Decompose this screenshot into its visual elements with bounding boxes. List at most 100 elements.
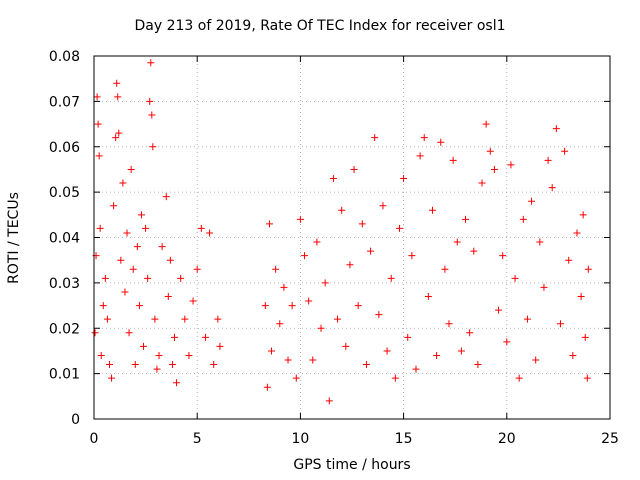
data-point	[147, 59, 155, 67]
data-point	[142, 224, 150, 232]
data-point	[91, 329, 99, 337]
data-points	[91, 59, 592, 405]
x-tick-label: 0	[90, 431, 99, 447]
data-point	[441, 265, 449, 273]
data-point	[573, 229, 581, 237]
data-point	[453, 238, 461, 246]
x-tick-labels: 0 5 10 15 20 25	[90, 431, 619, 447]
data-point	[317, 324, 325, 332]
data-point	[129, 265, 137, 273]
data-point	[362, 361, 370, 369]
y-tick-label: 0.08	[49, 49, 80, 65]
data-point	[103, 315, 111, 323]
y-tick-label: 0.06	[49, 140, 80, 156]
data-point	[305, 297, 313, 305]
data-point	[197, 224, 205, 232]
y-tick-labels: 0 0.01 0.02 0.03 0.04 0.05 0.06 0.07 0.08	[49, 49, 80, 428]
data-point	[140, 342, 148, 350]
axis-ticks	[93, 55, 611, 420]
y-tick-label: 0	[71, 412, 80, 428]
data-point	[428, 206, 436, 214]
data-point	[354, 302, 362, 310]
data-point	[95, 152, 103, 160]
data-point	[556, 320, 564, 328]
x-tick-label: 10	[291, 431, 309, 447]
data-point	[108, 374, 116, 382]
data-point	[284, 356, 292, 364]
data-point	[490, 165, 498, 173]
data-point	[210, 361, 218, 369]
data-point	[99, 302, 107, 310]
data-point	[581, 333, 589, 341]
data-point	[371, 134, 379, 142]
y-tick-label: 0.02	[49, 321, 80, 337]
data-point	[137, 211, 145, 219]
data-point	[105, 361, 113, 369]
data-point	[486, 147, 494, 155]
data-point	[164, 292, 172, 300]
data-point	[552, 125, 560, 133]
data-point	[478, 179, 486, 187]
data-point	[168, 361, 176, 369]
data-point	[445, 320, 453, 328]
chart-title: Day 213 of 2019, Rate Of TEC Index for r…	[134, 18, 506, 34]
data-point	[155, 351, 163, 359]
data-point	[162, 193, 170, 201]
y-tick-label: 0.04	[49, 231, 80, 247]
data-point	[149, 143, 157, 151]
data-point	[113, 79, 121, 87]
x-tick-label: 20	[498, 431, 516, 447]
data-point	[437, 138, 445, 146]
data-point	[532, 356, 540, 364]
data-point	[523, 315, 531, 323]
data-point	[135, 302, 143, 310]
data-point	[110, 202, 118, 210]
data-point	[395, 224, 403, 232]
data-point	[96, 224, 104, 232]
data-point	[93, 93, 101, 101]
data-point	[309, 356, 317, 364]
data-point	[408, 252, 416, 260]
data-point	[346, 261, 354, 269]
data-point	[301, 252, 309, 260]
data-point	[261, 302, 269, 310]
data-point	[214, 315, 222, 323]
data-point	[379, 202, 387, 210]
x-axis-label: GPS time / hours	[293, 457, 411, 473]
data-point	[296, 215, 304, 223]
data-point	[462, 215, 470, 223]
data-point	[115, 129, 123, 137]
data-point	[97, 351, 105, 359]
data-point	[329, 175, 337, 183]
data-point	[565, 256, 573, 264]
data-point	[125, 329, 133, 337]
data-point	[420, 134, 428, 142]
data-point	[548, 184, 556, 192]
data-point	[146, 97, 154, 105]
data-point	[181, 315, 189, 323]
data-point	[131, 361, 139, 369]
data-point	[507, 161, 515, 169]
data-point	[201, 333, 209, 341]
data-point	[101, 274, 109, 282]
data-point	[367, 247, 375, 255]
data-point	[519, 215, 527, 223]
data-point	[350, 165, 358, 173]
data-point	[193, 265, 201, 273]
data-point	[338, 206, 346, 214]
data-point	[457, 347, 465, 355]
x-tick-label: 15	[395, 431, 413, 447]
data-point	[148, 111, 156, 119]
data-point	[544, 156, 552, 164]
data-point	[375, 311, 383, 319]
data-point	[119, 179, 127, 187]
y-tick-label: 0.01	[49, 367, 80, 383]
grid-lines	[94, 56, 610, 419]
x-tick-label: 25	[601, 431, 619, 447]
data-point	[482, 120, 490, 128]
y-tick-label: 0.07	[49, 94, 80, 110]
data-point	[151, 315, 159, 323]
data-point	[383, 347, 391, 355]
data-point	[123, 229, 131, 237]
data-point	[206, 229, 214, 237]
